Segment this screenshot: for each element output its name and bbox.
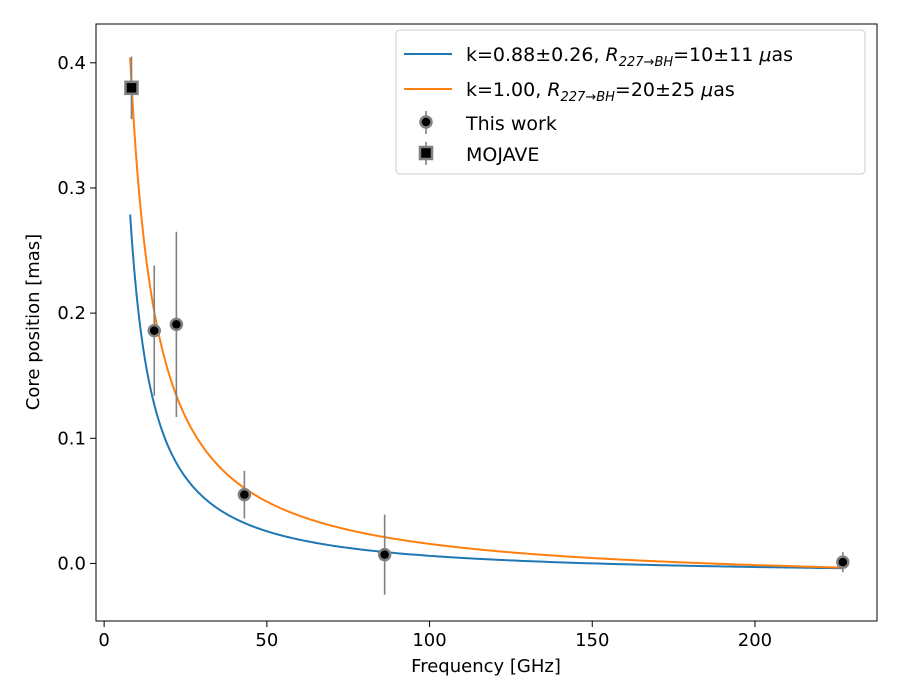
plot-area [124,56,850,595]
legend-label-fit1: k=0.88±0.26, R227→BH=10±11 μas [466,44,793,70]
x-tick-label: 150 [575,630,609,651]
fit-line-1 [129,214,843,570]
y-tick-label: 0.3 [57,178,86,199]
mojave-point [124,80,139,96]
data-point [836,555,850,569]
x-tick-label: 200 [738,630,772,651]
y-tick-label: 0.2 [57,303,86,324]
x-axis-title: Frequency [GHz] [411,656,561,677]
data-point [169,317,184,332]
fit-line-2 [129,57,843,569]
y-tick-label: 0.1 [57,428,86,449]
legend-label-mojave: MOJAVE [466,144,539,166]
y-tick-label: 0.0 [57,553,86,574]
x-tick-label: 50 [255,630,278,651]
legend-box [395,29,866,175]
legend-marker-this-work [419,111,433,134]
axes-frame [95,23,878,622]
data-point [147,323,161,338]
data-point [377,547,392,562]
x-axis: 0 50 100 150 200 [98,621,772,651]
legend: k=0.88±0.26, R227→BH=10±11 μas k=1.00, R… [395,29,866,175]
y-axis-title: Core position [mas] [23,234,44,410]
y-axis: 0.0 0.1 0.2 0.3 0.4 [57,53,96,574]
legend-label-fit2: k=1.00, R227→BH=20±25 μas [466,79,735,105]
x-tick-label: 100 [412,630,446,651]
legend-marker-mojave [418,142,434,165]
data-point [237,487,252,502]
x-tick-label: 0 [98,630,109,651]
legend-label-this-work: This work [465,113,557,135]
y-tick-label: 0.4 [57,53,86,74]
